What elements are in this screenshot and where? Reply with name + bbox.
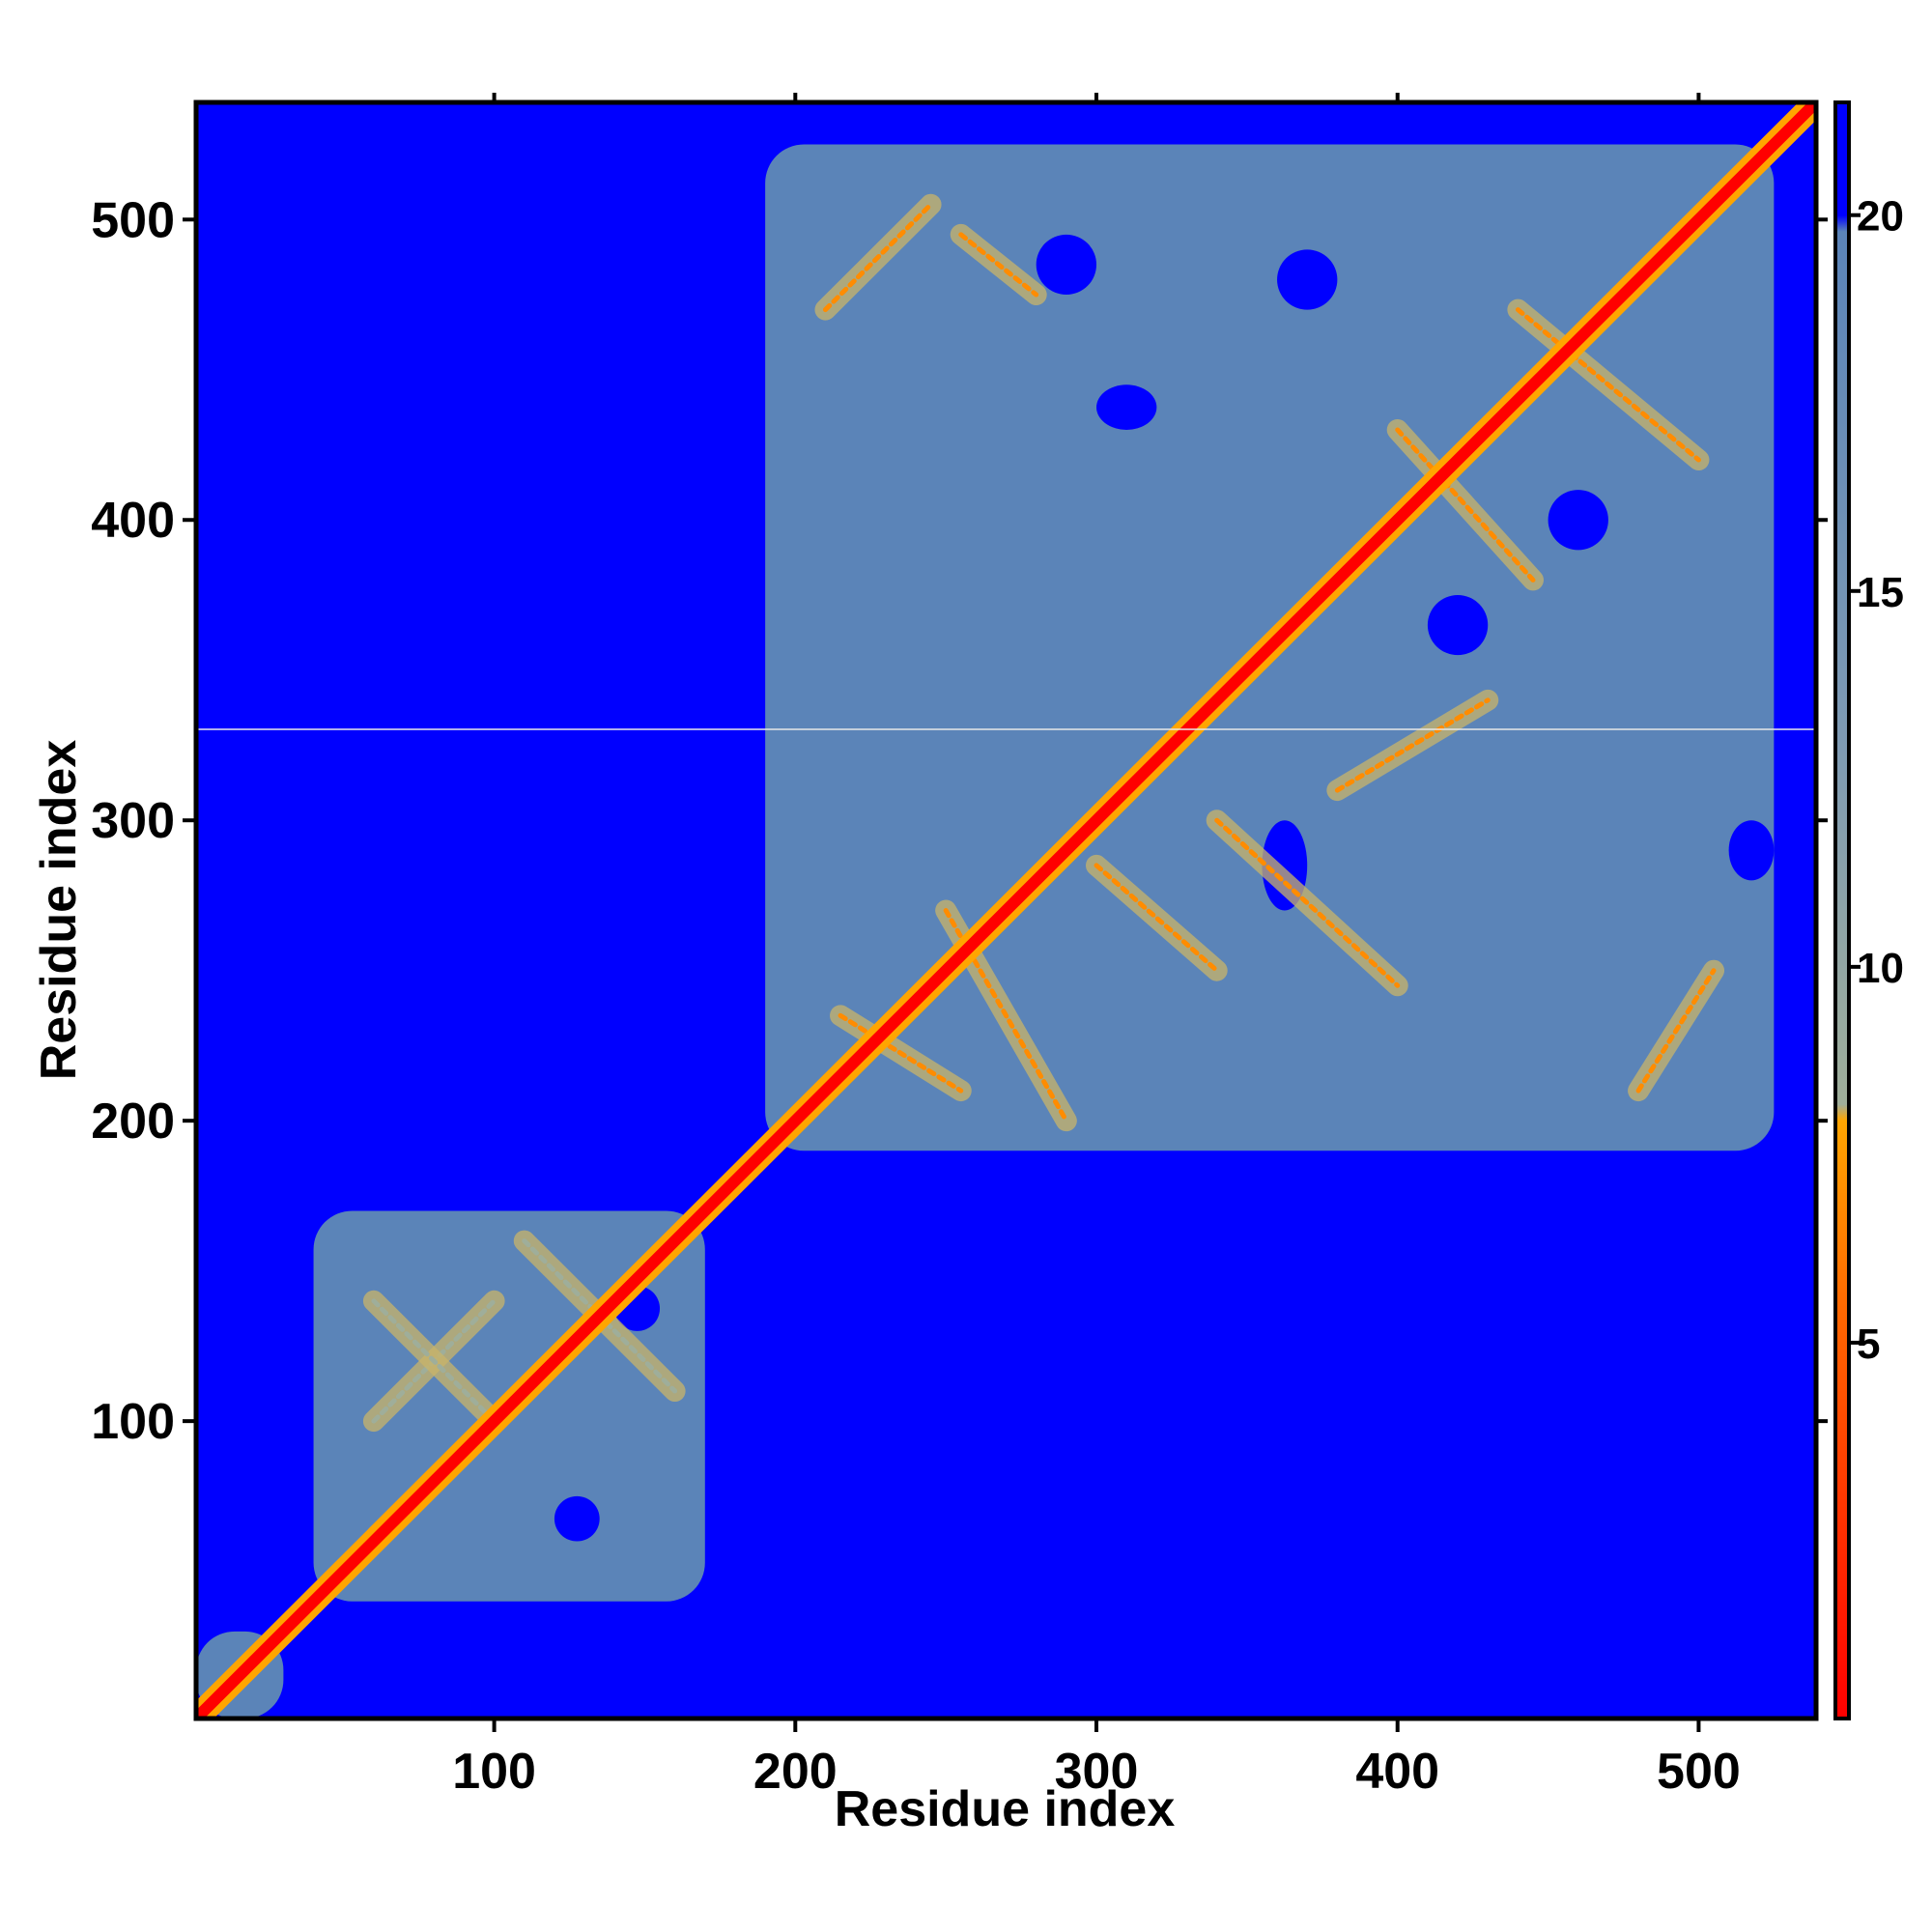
x-tick-label-100: 100: [452, 1744, 536, 1800]
contact-core-6: [1395, 427, 1536, 582]
void-5: [1096, 384, 1157, 430]
colorbar-ticks: 5 10 15 20: [1849, 193, 1904, 1368]
colorbar-tick-label-5: 5: [1857, 1321, 1880, 1368]
x-axis-label: Residue index: [835, 1781, 1176, 1837]
void-3: [1728, 820, 1775, 881]
void-1: [1036, 234, 1097, 296]
contact-core-10: [1635, 968, 1717, 1094]
y-tick-label-400: 400: [91, 493, 175, 549]
void-2: [1277, 249, 1338, 310]
contact-core-1: [838, 1012, 964, 1094]
contact-core-8: [822, 202, 934, 313]
contact-core-4: [1214, 817, 1401, 988]
void-6: [554, 1495, 600, 1542]
x-tick-label-200: 200: [753, 1744, 838, 1800]
y-axis-label: Residue index: [31, 740, 87, 1081]
x-tick-label-400: 400: [1355, 1744, 1439, 1800]
colorbar-tick-label-20: 20: [1857, 193, 1904, 241]
y-tick-label-200: 200: [91, 1094, 175, 1150]
x-tick-label-500: 500: [1657, 1744, 1741, 1800]
y-tick-label-100: 100: [91, 1394, 175, 1450]
y-tick-label-300: 300: [91, 793, 175, 849]
x-axis: 100 200 300 400 500: [452, 93, 1741, 1800]
void-9: [1427, 594, 1489, 656]
plot-frame: [193, 99, 1819, 1721]
contact-core-9: [958, 232, 1039, 298]
void-8: [1548, 490, 1608, 551]
y-axis: 100 200 300 400 500: [91, 192, 1828, 1450]
x-tick-label-300: 300: [1055, 1744, 1139, 1800]
contact-core-5: [1334, 697, 1491, 793]
colorbar: 5 10 15 20: [1833, 100, 1904, 1720]
colorbar-gradient: [1833, 100, 1851, 1720]
y-tick-label-500: 500: [91, 192, 175, 248]
colorbar-tick-label-15: 15: [1857, 569, 1904, 616]
heatmap-layer: [196, 102, 1816, 1719]
diagonal-band: [196, 102, 1816, 1719]
contact-core-7: [1515, 307, 1701, 463]
colorbar-tick-label-10: 10: [1857, 945, 1904, 992]
contact-core-13: [371, 1298, 497, 1424]
contact-core-3: [1094, 863, 1220, 974]
